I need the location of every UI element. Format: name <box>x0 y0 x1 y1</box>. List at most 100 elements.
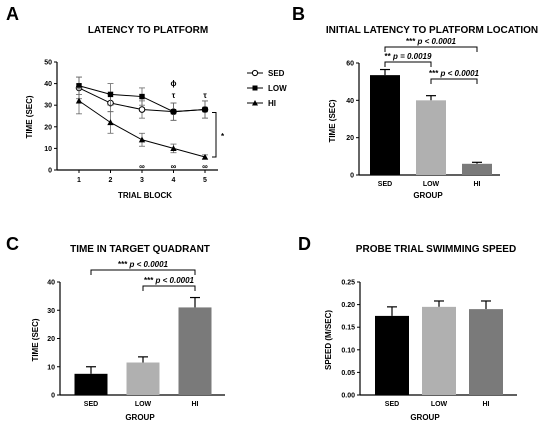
bar-hi <box>178 307 212 395</box>
legend-label-hi: HI <box>268 99 276 108</box>
legend-label-low: LOW <box>268 84 287 93</box>
significance-sed-low-stars: ** <box>385 52 393 61</box>
panel-a-x-tick-label: 2 <box>109 177 113 184</box>
point-low <box>76 83 82 89</box>
annotation-infinity: ∞ <box>202 162 208 171</box>
panel-letter-d: D <box>298 234 311 254</box>
panel-a-x-tick-label: 1 <box>77 177 81 184</box>
panel-letter-c: C <box>6 234 19 254</box>
panel-b-y-tick-label: 40 <box>346 98 354 105</box>
significance-sed-hi-stars: *** <box>406 37 418 46</box>
panel-a-y-tick-label: 50 <box>44 60 52 67</box>
panel-b-bar-chart: INITIAL LATENCY TO PLATFORM LOCATION TIM… <box>326 25 538 200</box>
panel-d-bar-chart: PROBE TRIAL SWIMMING SPEED SPEED (M/SEC)… <box>324 244 517 422</box>
panel-d-xlabel: GROUP <box>410 413 440 422</box>
significance-low-hi-p-value: p < 0.0001 <box>440 69 480 78</box>
significance-low-hi-bracket <box>430 78 478 84</box>
panel-a-line-chart: LATENCY TO PLATFORM TIME (SEC) TRIAL BLO… <box>25 25 287 200</box>
legend-item-hi: HI <box>247 99 276 108</box>
significance-sed-low-p-value: p = 0.0019 <box>392 52 432 61</box>
point-low <box>202 106 208 113</box>
bar-hi <box>469 309 503 395</box>
point-sed <box>138 106 146 113</box>
legend-item-sed: SED <box>247 69 285 78</box>
point-hi <box>107 119 114 126</box>
point-hi <box>201 153 209 160</box>
panel-letter-b: B <box>292 4 305 24</box>
panel-c-y-tick-label: 0 <box>51 393 55 400</box>
point-low <box>170 108 177 115</box>
panel-a-x-tick-label: 3 <box>140 177 144 184</box>
panel-a-x-tick-label: 5 <box>203 177 207 184</box>
bar-low <box>126 362 160 395</box>
panel-a-title: LATENCY TO PLATFORM <box>88 25 208 36</box>
panel-b-xlabel: GROUP <box>413 191 443 200</box>
panel-b-y-tick-label: 60 <box>346 61 354 68</box>
x-tick-label-sed: SED <box>378 181 392 188</box>
annotation-tau: τ <box>172 91 176 100</box>
panel-d-y-tick-label: 0.15 <box>341 325 355 332</box>
significance-sed-low-bracket <box>384 61 432 67</box>
x-tick-label-hi: HI <box>483 401 490 408</box>
legend-item-low: LOW <box>247 84 287 93</box>
significance-sed-hi-bracket <box>90 269 196 275</box>
significance-sed-low-label: ** p = 0.0019 <box>385 52 432 61</box>
x-tick-label-hi: HI <box>474 181 481 188</box>
panel-b-ylabel: TIME (SEC) <box>328 99 337 142</box>
x-tick-label-low: LOW <box>431 401 448 408</box>
significance-sed-hi-bracket <box>384 46 478 52</box>
panel-a-y-tick-label: 10 <box>44 146 52 153</box>
panel-d-y-tick-label: 0.00 <box>341 393 355 400</box>
bar-sed <box>370 75 400 175</box>
panel-d-title: PROBE TRIAL SWIMMING SPEED <box>356 244 516 255</box>
panel-c-y-tick-label: 40 <box>47 280 55 287</box>
annotation-tau: τ <box>203 91 207 100</box>
significance-low-hi-stars: *** <box>144 276 156 285</box>
significance-sed-hi-label: *** p < 0.0001 <box>118 260 169 269</box>
panel-a-xlabel: TRIAL BLOCK <box>118 191 172 200</box>
panel-b-y-tick-label: 20 <box>346 135 354 142</box>
x-tick-label-sed: SED <box>84 401 98 408</box>
significance-low-hi-p-value: p < 0.0001 <box>155 276 195 285</box>
significance-low-hi-label: *** p < 0.0001 <box>429 69 480 78</box>
point-hi <box>75 97 83 104</box>
panel-a-y-tick-label: 0 <box>48 168 52 175</box>
bar-low <box>422 306 456 395</box>
x-tick-label-low: LOW <box>423 181 440 188</box>
panel-a-x-tick-label: 4 <box>172 177 176 184</box>
significance-low-hi-stars: *** <box>429 69 441 78</box>
panel-a-legend: SED LOW HI <box>247 69 287 108</box>
significance-sed-hi-p-value: p < 0.0001 <box>129 260 169 269</box>
panel-c-y-tick-label: 10 <box>47 364 55 371</box>
point-hi <box>170 145 177 151</box>
significance-sed-hi-label: *** p < 0.0001 <box>406 37 457 46</box>
point-low <box>139 93 145 100</box>
panel-c-title: TIME IN TARGET QUADRANT <box>70 244 210 255</box>
annotation-infinity: ∞ <box>139 162 145 171</box>
panel-a-ylabel: TIME (SEC) <box>25 95 34 138</box>
panel-d-y-tick-label: 0.05 <box>341 370 355 377</box>
x-tick-label-low: LOW <box>135 401 152 408</box>
panel-c-y-tick-label: 30 <box>47 308 55 315</box>
panel-letter-a: A <box>6 4 19 24</box>
panel-b-y-tick-label: 0 <box>350 173 354 180</box>
panel-a-y-tick-label: 20 <box>44 124 52 131</box>
significance-bracket <box>212 112 217 158</box>
panel-d-ylabel: SPEED (M/SEC) <box>324 310 333 370</box>
panel-c-y-tick-label: 20 <box>47 336 55 343</box>
bar-low <box>416 100 446 175</box>
panel-c-xlabel: GROUP <box>125 413 155 422</box>
bar-sed <box>74 373 108 395</box>
x-tick-label-hi: HI <box>192 401 199 408</box>
significance-sed-hi-stars: *** <box>118 260 130 269</box>
point-hi <box>138 136 146 143</box>
annotation-phi: ϕ <box>171 79 177 88</box>
panel-a-y-tick-label: 30 <box>44 103 52 110</box>
panel-d-y-tick-label: 0.10 <box>341 347 355 354</box>
bar-hi <box>462 163 492 175</box>
significance-low-hi-label: *** p < 0.0001 <box>144 276 195 285</box>
significance-sed-hi-p-value: p < 0.0001 <box>417 37 457 46</box>
legend-label-sed: SED <box>268 69 285 78</box>
significance-low-hi-bracket <box>142 285 196 291</box>
